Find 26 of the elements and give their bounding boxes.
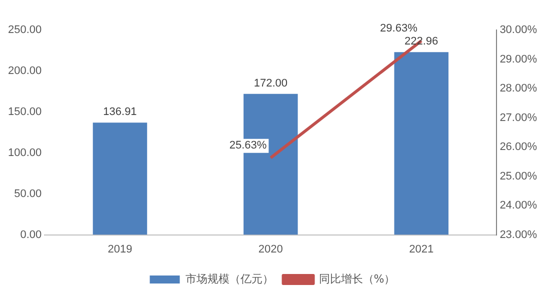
- y2-tick-label: 24.00%: [500, 200, 538, 212]
- bar: [394, 52, 448, 235]
- y-tick-label: 0.00: [20, 228, 42, 241]
- x-tick-label: 2019: [108, 243, 132, 256]
- y-tick-label: 100.00: [8, 146, 42, 159]
- x-tick-label: 2020: [258, 243, 283, 256]
- legend-label: 市场规模（亿元）: [185, 272, 274, 286]
- y2-tick-label: 28.00%: [500, 82, 538, 95]
- y2-tick-label: 29.00%: [500, 53, 538, 66]
- data-label: 136.91: [103, 106, 137, 118]
- x-tick-label: 2021: [409, 243, 434, 256]
- data-label: 222.96: [404, 36, 438, 48]
- y2-tick-label: 26.00%: [500, 141, 538, 154]
- y-tick-label: 50.00: [14, 188, 42, 200]
- y2-tick-label: 27.00%: [500, 112, 538, 124]
- data-label: 29.63%: [380, 22, 418, 34]
- bar: [92, 122, 148, 235]
- y2-tick-label: 25.00%: [500, 170, 538, 182]
- y2-tick-label: 30.00%: [500, 24, 538, 36]
- legend-label: 同比增长（%）: [318, 272, 396, 286]
- y-tick-label: 200.00: [8, 64, 42, 77]
- data-label: 172.00: [254, 77, 288, 90]
- y2-tick-label: 23.00%: [500, 228, 538, 241]
- data-label: 25.63%: [229, 139, 267, 152]
- y-tick-label: 250.00: [8, 24, 42, 36]
- y-tick-label: 150.00: [8, 106, 42, 118]
